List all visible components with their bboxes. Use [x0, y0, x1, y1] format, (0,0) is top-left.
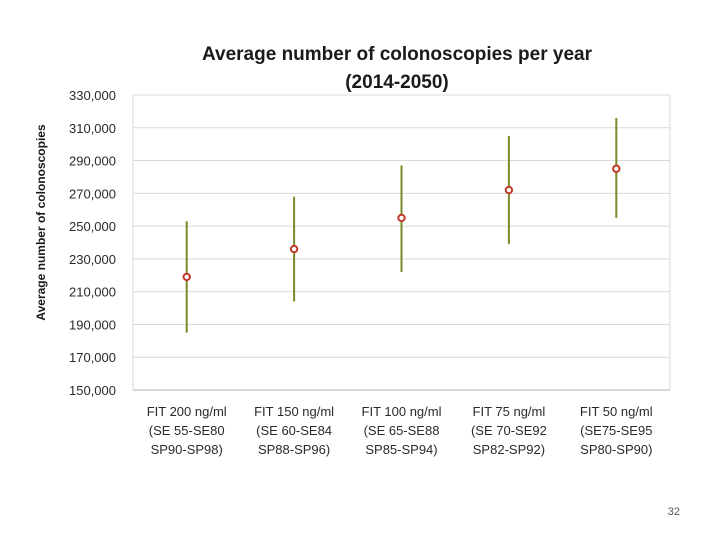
y-tick-label: 330,000 — [69, 88, 116, 103]
x-tick-label: FIT 50 ng/ml (SE75-SE95 SP80-SP90) — [580, 404, 653, 457]
x-tick-label: FIT 200 ng/ml (SE 55-SE80 SP90-SP98) — [147, 404, 227, 457]
chart-title: Average number of colonoscopies per year… — [202, 44, 593, 93]
x-tick-label: FIT 100 ng/ml (SE 65-SE88 SP85-SP94) — [362, 404, 442, 457]
data-point — [612, 164, 621, 173]
y-axis-label-group: Average number of colonoscopies — [34, 124, 48, 321]
y-tick-label: 250,000 — [69, 219, 116, 234]
chart-title-line-2: (2014-2050) — [345, 72, 449, 93]
y-tick-label: 230,000 — [69, 252, 116, 267]
y-tick-label: 170,000 — [69, 350, 116, 365]
x-tick-label: FIT 75 ng/ml (SE 70-SE92 SP82-SP92) — [471, 404, 547, 457]
data-point — [182, 272, 191, 282]
x-axis-ticks: FIT 200 ng/ml (SE 55-SE80 SP90-SP98) FIT 15… — [147, 404, 653, 457]
data-point — [289, 244, 299, 254]
chart-title-line-1: Average number of colonoscopies per year — [202, 44, 593, 65]
y-tick-label: 150,000 — [69, 383, 116, 398]
y-axis-ticks: 150,000 170,000 190,000 210,000 230,000 250,0… — [69, 88, 116, 398]
y-tick-label: 290,000 — [69, 154, 116, 169]
data-point — [397, 213, 406, 223]
data-series — [182, 117, 621, 333]
slide-number: 32 — [667, 506, 680, 518]
x-tick-label: FIT 150 ng/ml (SE 60-SE84 SP88-SP96) — [254, 404, 334, 457]
y-axis-label: Average number of colonoscopies — [34, 124, 48, 321]
data-point — [504, 185, 514, 195]
y-tick-label: 190,000 — [69, 317, 116, 332]
y-tick-label: 210,000 — [69, 285, 116, 300]
y-tick-label: 270,000 — [69, 186, 116, 201]
y-tick-label: 310,000 — [69, 121, 116, 136]
